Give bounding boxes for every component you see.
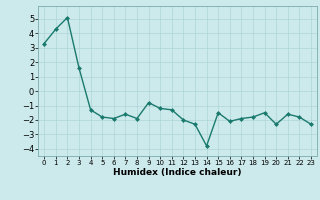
X-axis label: Humidex (Indice chaleur): Humidex (Indice chaleur)	[113, 168, 242, 177]
